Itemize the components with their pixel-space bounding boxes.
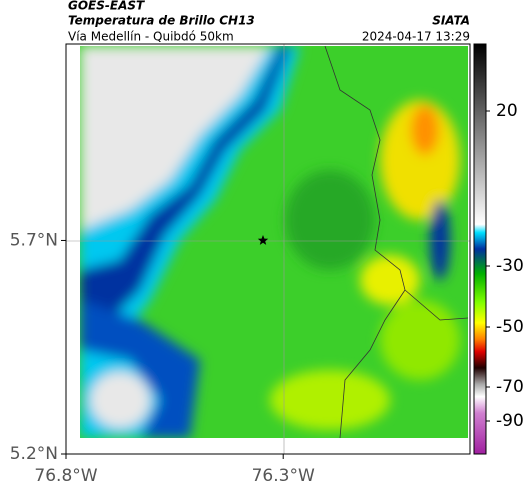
x-tick-label: 76.8°W: [34, 466, 97, 486]
title: Temperatura de Brillo CH13: [68, 14, 255, 28]
map-border: [65, 43, 471, 455]
imagery: [80, 46, 468, 438]
colorbar-tick-label: -30: [496, 256, 524, 276]
x-tick-label: 76.3°W: [252, 466, 315, 486]
agency: SIATA: [432, 14, 470, 28]
colorbar-tick-label: -90: [496, 411, 524, 431]
y-tick-label: 5.7°N: [10, 230, 58, 250]
source: GOES-EAST: [68, 0, 145, 13]
colorbar-tick-label: -50: [496, 317, 524, 337]
subtitle: Vía Medellín - Quibdó 50km: [68, 30, 234, 44]
colorbar-tick-label: -70: [496, 377, 524, 397]
y-tick-label: 5.2°N: [10, 444, 58, 464]
ticks: 76.8°W 76.3°W 5.2°N 5.7°N 20 -30 -50 -70 -90: [10, 101, 524, 486]
timestamp: 2024-04-17 13:29: [362, 30, 470, 44]
colorbar-tick-label: 20: [496, 101, 518, 121]
location-marker: [257, 235, 269, 245]
colorbar: [473, 43, 487, 455]
